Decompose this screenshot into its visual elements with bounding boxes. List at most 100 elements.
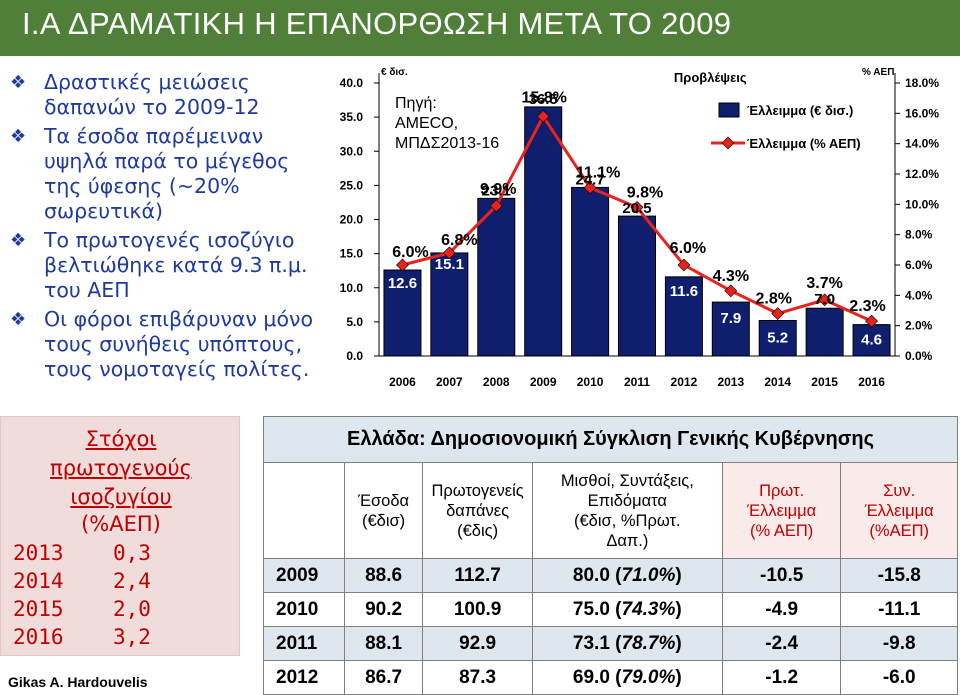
chart-axes: 0.0 5.0 10.0 15.0 20.0 25.0 30.0 35.0 40.0 0.0% 2.… — [340, 67, 940, 389]
target-value: 2,0 — [113, 597, 151, 621]
line-value-label: 2.8% — [755, 291, 791, 308]
targets-title-line: πρωτογενούς — [50, 456, 192, 480]
target-row: 2013 0,3 — [13, 541, 233, 565]
title-bar: I.A ΔΡΑΜΑΤΙΚΗ Η ΕΠΑΝΟΡΘΩΣΗ ΜΕΤΑ ΤΟ 2009 — [0, 0, 960, 56]
cell-wages: 73.1 (78.7%) — [531, 626, 723, 661]
table-header-year — [263, 462, 345, 559]
header-line: Έλλειμμα — [747, 501, 817, 520]
left-tick-label: 25.0 — [340, 178, 364, 192]
right-tick-label: 6.0% — [905, 258, 933, 272]
bar-value-label: 20.5 — [622, 200, 651, 217]
bar-value-label: 11.6 — [670, 283, 698, 300]
deficit-bar — [477, 197, 516, 357]
bar-value-label: 7.0 — [814, 291, 835, 308]
legend-line-marker — [721, 136, 735, 150]
right-tick-label: 18.0% — [905, 76, 939, 90]
cell-primary-spending: 100.9 — [422, 592, 533, 627]
deficit-pct-marker — [630, 200, 644, 214]
right-tick-label: 10.0% — [905, 197, 939, 211]
fiscal-table-grid: Ελλάδα: Δημοσιονομική Σύγκλιση Γενικής Κ… — [263, 416, 958, 695]
x-tick-label: 2015 — [811, 375, 838, 389]
chart-line — [396, 109, 878, 328]
deficit-bar — [524, 106, 563, 357]
header-line: Έλλειμμα — [864, 501, 934, 520]
diamond-bullet-icon: ❖ — [10, 309, 27, 330]
header-line: Μισθοί, Συντάξεις, — [560, 471, 694, 490]
deficit-pct-marker — [536, 109, 550, 123]
cell-year: 2010 — [263, 592, 345, 627]
deficit-bar — [383, 269, 422, 357]
cell-primary-deficit: -2.4 — [721, 626, 842, 661]
left-tick-label: 15.0 — [340, 247, 364, 261]
legend-line-label: Έλλειμμα (% ΑΕΠ) — [747, 136, 861, 151]
bullet-item: ❖ Τα έσοδα παρέμειναν υψηλά παρά το μέγε… — [8, 124, 328, 224]
right-unit-label: % ΑΕΠ — [862, 67, 894, 78]
bullet-text: Το πρωτογενές ισοζύγιο βελτιώθηκε κατά 9… — [44, 228, 308, 302]
header-line: (€δισ) — [361, 511, 406, 530]
deficit-bar — [852, 324, 891, 357]
table-header-total-deficit: Συν. Έλλειμμα (%ΑΕΠ) — [840, 462, 958, 559]
header-line: (€δισ, %Πρωτ. — [574, 511, 681, 530]
right-tick-label: 2.0% — [905, 319, 933, 333]
x-tick-label: 2012 — [671, 375, 698, 389]
table-title: Ελλάδα: Δημοσιονομική Σύγκλιση Γενικής Κ… — [263, 416, 958, 463]
deficit-pct-marker — [489, 199, 503, 213]
targets-title-line: ισοζυγίου — [70, 485, 172, 509]
bullet-item: ❖ Οι φόροι επιβάρυναν μόνο τους συνήθεις… — [8, 307, 328, 382]
x-tick-label: 2014 — [764, 375, 791, 389]
table-row: 2011 88.1 92.9 73.1 (78.7%) -2.4 -9.8 — [263, 626, 958, 661]
table-header-wages: Μισθοί, Συντάξεις, Επιδόματα (€δισ, %Πρω… — [531, 462, 723, 559]
bar-value-label: 23.1 — [482, 182, 511, 199]
cell-total-deficit: -15.8 — [840, 558, 958, 593]
line-value-label: 6.0% — [392, 244, 428, 261]
target-year: 2014 — [13, 569, 64, 593]
x-tick-label: 2007 — [436, 375, 463, 389]
deficit-bar — [571, 186, 610, 357]
target-value: 3,2 — [113, 625, 151, 649]
left-tick-label: 40.0 — [340, 76, 364, 90]
cell-primary-spending: 87.3 — [422, 660, 533, 695]
table-header-primary-spending: Πρωτογενείς δαπάνες (€δις) — [422, 462, 533, 559]
left-tick-label: 10.0 — [340, 281, 364, 295]
cell-year: 2009 — [263, 558, 345, 593]
wages-amount: 73.1 ( — [572, 632, 622, 654]
bar-value-label: 4.6 — [861, 332, 882, 349]
fiscal-table: Ελλάδα: Δημοσιονομική Σύγκλιση Γενικής Κ… — [263, 416, 958, 695]
diamond-bullet-icon: ❖ — [10, 126, 27, 147]
left-tick-label: 30.0 — [340, 144, 364, 158]
wages-share: 78.7% — [621, 632, 676, 654]
table-row: 2012 86.7 87.3 69.0 (79.0%) -1.2 -6.0 — [263, 660, 958, 695]
left-tick-label: 35.0 — [340, 110, 364, 124]
x-tick-label: 2009 — [530, 375, 557, 389]
chart-bars — [383, 106, 891, 357]
diamond-bullet-icon: ❖ — [10, 72, 27, 93]
source-label: ΜΠΔΣ2013-16 — [395, 135, 499, 152]
deficit-pct-marker — [818, 293, 832, 307]
wages-amount: 75.0 ( — [572, 598, 622, 620]
chart-labels: Πηγή: AMECO, ΜΠΔΣ2013-16 12.6 15.1 23.1 36.5 24… — [388, 70, 886, 349]
deficit-bar — [430, 252, 469, 357]
legend-bar-swatch — [718, 102, 740, 118]
cell-total-deficit: -11.1 — [840, 592, 958, 627]
line-value-label: 15.8% — [521, 89, 566, 106]
deficit-bar — [664, 276, 703, 357]
deficit-bar — [758, 320, 797, 357]
deficit-bar — [618, 215, 656, 357]
header-line: Έσοδα — [358, 491, 410, 510]
table-header-primary-deficit: Πρωτ. Έλλειμμα (% ΑΕΠ) — [721, 462, 842, 559]
cell-wages: 80.0 (71.0%) — [531, 558, 723, 593]
deficit-bar — [711, 301, 750, 357]
cell-total-deficit: -9.8 — [840, 626, 958, 661]
cell-revenue: 90.2 — [343, 592, 424, 627]
wages-close: ) — [675, 666, 682, 688]
bar-value-label: 36.5 — [529, 91, 558, 108]
right-tick-label: 16.0% — [905, 106, 939, 120]
chart-legend: Έλλειμμα (€ δισ.) Έλλειμμα (% ΑΕΠ) — [711, 102, 861, 151]
deficit-pct-marker — [583, 181, 597, 195]
cell-wages: 75.0 (74.3%) — [531, 592, 723, 627]
right-tick-label: 8.0% — [905, 228, 933, 242]
left-tick-label: 0.0 — [346, 349, 363, 363]
x-tick-label: 2011 — [624, 375, 650, 389]
diamond-bullet-icon: ❖ — [10, 230, 27, 251]
forecast-label: Προβλέψεις — [674, 70, 747, 85]
